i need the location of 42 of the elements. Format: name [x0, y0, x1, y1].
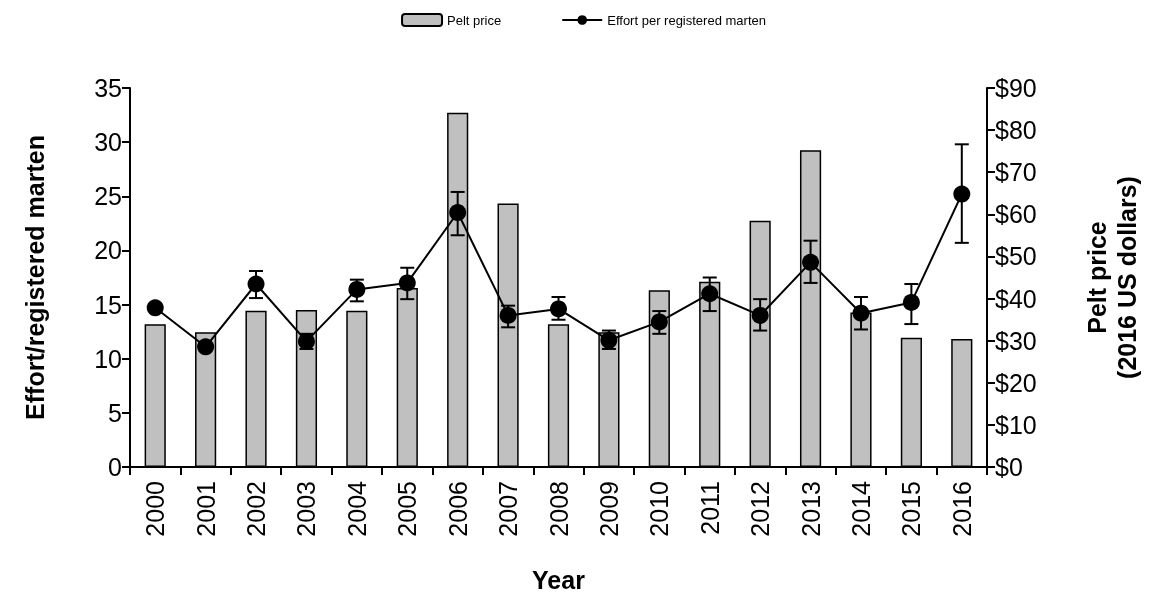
y-tick-label: 20 [94, 236, 122, 265]
y-axis-title: Effort/registered marten [21, 135, 49, 420]
y2-tick-label: $80 [995, 116, 1037, 145]
y2-tick-label: $10 [995, 410, 1037, 439]
x-tick-label: 2004 [342, 480, 371, 537]
y2-axis-title: Pelt price (2016 US dollars) [1083, 176, 1141, 379]
y-tick-label: 10 [94, 344, 122, 373]
y2-tick-label: $90 [995, 74, 1037, 102]
x-tick-label: 2014 [846, 480, 875, 537]
legend-label: Pelt price [447, 12, 502, 28]
y-tick-label: 30 [94, 128, 122, 157]
x-tick-label: 2007 [494, 481, 523, 537]
x-tick-label: 2015 [897, 481, 926, 537]
x-tick-label: 2005 [393, 481, 422, 537]
x-tick-label: 2010 [645, 481, 674, 537]
point [197, 338, 215, 356]
y2-tick-label: $50 [995, 242, 1037, 271]
x-tick-label: 2000 [141, 481, 170, 537]
x-tick-label: 2002 [242, 481, 271, 537]
x-tick-label: 2016 [947, 481, 976, 537]
x-tick-label: 2006 [443, 481, 472, 537]
x-tick-label: 2008 [544, 481, 573, 537]
x-tick-label: 2009 [594, 481, 623, 537]
legend-label: Effort per registered marten [607, 12, 766, 28]
point [146, 299, 164, 317]
y2-tick-label: $0 [995, 453, 1023, 481]
y2-tick-label: $70 [995, 158, 1037, 187]
y2-tick-label: $20 [995, 368, 1037, 397]
x-tick-label: 2012 [746, 481, 775, 537]
y2-tick-label: $60 [995, 200, 1037, 229]
y2-tick-label: $40 [995, 284, 1037, 313]
y2-tick-label: $30 [995, 326, 1037, 355]
y-tick-label: 0 [108, 453, 122, 481]
x-tick-label: 2003 [292, 481, 321, 537]
y-tick-label: 15 [94, 290, 122, 319]
x-tick-label: 2011 [695, 481, 724, 535]
y-tick-label: 35 [94, 74, 122, 102]
x-tick-label: 2001 [191, 481, 220, 537]
x-axis-title: Year [532, 565, 586, 594]
x-tick-label: 2013 [796, 481, 825, 537]
y-tick-label: 5 [108, 398, 122, 427]
y-tick-label: 25 [94, 182, 122, 211]
